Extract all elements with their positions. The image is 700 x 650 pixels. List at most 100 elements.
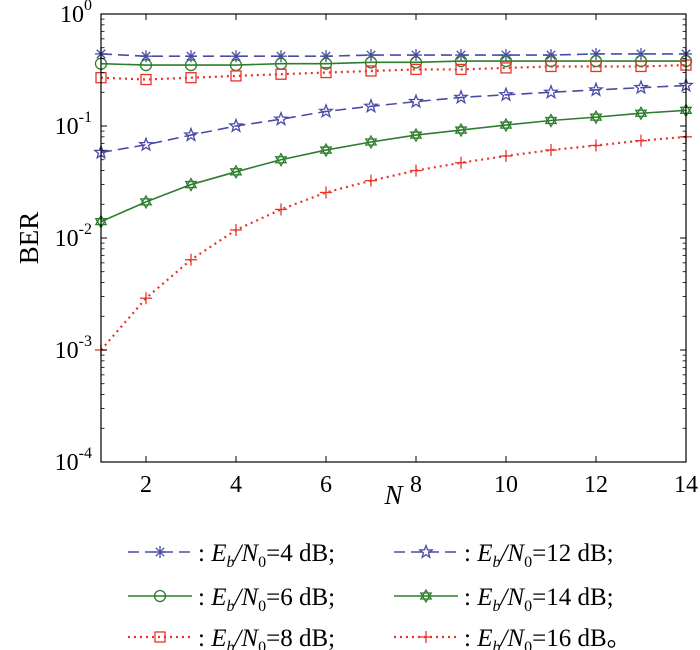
legend-marker	[154, 631, 166, 643]
data-point	[275, 68, 287, 80]
legend-marker	[419, 588, 433, 604]
legend-label: : Eb/N0=14 dB;	[464, 584, 614, 615]
y-tick-label: 10-4	[55, 445, 92, 476]
data-point	[543, 83, 559, 100]
data-point	[230, 70, 242, 82]
data-point	[499, 54, 513, 68]
data-point	[319, 142, 333, 158]
data-point	[365, 65, 377, 77]
legend-label: : Eb/N0=6 dB;	[198, 584, 335, 615]
data-point	[183, 126, 199, 142]
axes-layer: 2 4 6 8 10 12 14 100 10-1 10-2 10-3 10-4 N BER	[14, 0, 698, 510]
data-point	[454, 122, 468, 138]
data-point	[140, 50, 152, 63]
y-axis-label: BER	[14, 212, 44, 265]
x-tick-label: 4	[230, 472, 242, 498]
data-point	[590, 139, 602, 152]
data-point	[544, 113, 558, 128]
data-point	[408, 93, 424, 109]
data-point	[185, 253, 197, 266]
series-4	[94, 103, 693, 229]
data-point	[410, 63, 422, 76]
series-line-4	[100, 109, 687, 223]
series-line-2	[100, 63, 687, 81]
data-point	[184, 58, 198, 72]
data-point	[455, 156, 467, 169]
legend-label: : Eb/N0=4 dB;	[198, 540, 335, 571]
data-point	[274, 152, 288, 168]
data-point	[139, 194, 153, 210]
series-line-3	[100, 84, 687, 154]
data-point	[635, 134, 647, 147]
data-point	[588, 81, 604, 97]
legend-marker	[420, 631, 432, 643]
data-point	[545, 144, 557, 157]
x-axis-label: N	[383, 480, 404, 510]
y-tick-label: 10-3	[55, 333, 92, 364]
data-point	[140, 292, 152, 305]
data-point	[633, 79, 649, 95]
data-point	[318, 103, 334, 119]
data-point	[138, 136, 154, 152]
series-line-1	[100, 60, 686, 66]
data-point	[545, 60, 557, 73]
data-point	[275, 203, 287, 216]
data-point	[455, 63, 467, 76]
data-point	[319, 57, 333, 70]
data-point	[500, 62, 512, 74]
data-point	[500, 149, 512, 162]
plot-area	[101, 14, 686, 462]
legend-label: : Eb/N0=16 dB。	[464, 625, 632, 650]
data-point	[498, 86, 514, 102]
data-point	[273, 110, 289, 126]
legend: : Eb/N0=4 dB; : Eb/N0=12 dB; : Eb/N0=6 dB;…	[128, 540, 632, 650]
legend-entry-0: : Eb/N0=4 dB;	[128, 540, 335, 571]
legend-label: : Eb/N0=12 dB;	[464, 540, 614, 571]
data-point	[635, 60, 647, 73]
series-3	[93, 77, 694, 160]
data-point	[453, 89, 469, 105]
data-point	[634, 105, 648, 121]
x-tick-label: 8	[410, 472, 422, 498]
series-layer	[93, 47, 694, 356]
legend-entry-5: : Eb/N0=16 dB。	[394, 625, 632, 650]
legend-marker	[418, 543, 434, 559]
y-tick-label: 10-2	[55, 221, 92, 252]
y-tick-label: 100	[60, 0, 92, 28]
data-point	[320, 186, 332, 199]
series-line-0	[100, 53, 686, 58]
x-tick-label: 12	[584, 472, 608, 498]
data-point	[363, 97, 379, 114]
data-point	[185, 50, 197, 63]
x-tick-label: 10	[494, 472, 518, 498]
data-point	[185, 72, 197, 84]
data-point	[409, 56, 423, 69]
data-point	[184, 177, 198, 192]
legend-marker	[153, 589, 167, 603]
data-point	[230, 50, 242, 63]
data-point	[230, 223, 242, 236]
data-point	[364, 134, 378, 150]
data-point	[320, 66, 332, 79]
x-tick-label: 2	[140, 472, 152, 498]
data-point	[140, 73, 152, 86]
legend-entry-4: : Eb/N0=14 dB;	[394, 584, 614, 615]
data-point	[229, 164, 243, 180]
data-point	[499, 117, 513, 133]
data-point	[364, 56, 378, 69]
legend-entry-3: : Eb/N0=12 dB;	[394, 540, 614, 571]
legend-label: : Eb/N0=8 dB;	[198, 625, 335, 650]
data-point	[589, 109, 603, 125]
legend-entry-1: : Eb/N0=6 dB;	[128, 584, 335, 615]
data-point	[409, 127, 423, 143]
y-tick-label: 10-1	[55, 109, 92, 140]
plot-background	[101, 14, 686, 462]
data-point	[228, 117, 244, 133]
data-point	[410, 164, 422, 177]
data-point	[365, 174, 377, 187]
legend-entry-2: : Eb/N0=8 dB;	[128, 625, 335, 650]
x-tick-label: 6	[320, 472, 332, 498]
data-point	[139, 58, 153, 72]
data-point	[454, 54, 468, 68]
